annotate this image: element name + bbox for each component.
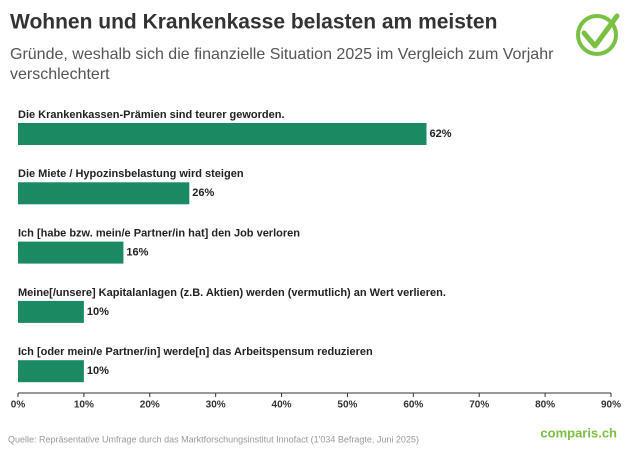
source: Quelle: Repräsentative Umfrage durch das…	[8, 434, 419, 444]
category-label: Die Krankenkassen-Prämien sind teurer ge…	[18, 109, 285, 121]
x-tick-label: 30%	[206, 400, 226, 411]
logo-icon	[576, 13, 620, 56]
bar	[18, 241, 124, 264]
x-tick-label: 20%	[140, 400, 160, 411]
x-tick-label: 70%	[469, 400, 489, 411]
x-tick-label: 0%	[11, 400, 26, 411]
bar	[18, 360, 84, 383]
x-tick-label: 60%	[403, 400, 423, 411]
chart-title: Wohnen und Krankenkasse belasten am meis…	[10, 11, 497, 34]
category-label: Ich [habe bzw. mein/e Partner/in hat] de…	[18, 228, 300, 240]
chart-subtitle: Gründe, weshalb sich die finanzielle Sit…	[10, 46, 554, 63]
category-label: Meine[/unsere] Kapitalanlagen (z.B. Akti…	[18, 287, 446, 299]
x-tick-label: 40%	[272, 400, 292, 411]
logo-text: comparis.ch	[540, 425, 617, 440]
x-tick-label: 80%	[535, 400, 555, 411]
x-tick-label: 10%	[74, 400, 94, 411]
x-tick-label: 50%	[337, 400, 357, 411]
category-label: Ich [oder mein/e Partner/in] werde[n] da…	[18, 346, 373, 358]
value-label: 26%	[192, 187, 214, 199]
category-label: Die Miete / Hypozinsbelastung wird steig…	[18, 168, 244, 180]
bar	[18, 300, 84, 323]
x-tick-label: 90%	[601, 400, 621, 411]
value-label: 10%	[87, 365, 109, 377]
bar	[18, 182, 190, 205]
bar	[18, 123, 427, 145]
value-label: 10%	[87, 306, 109, 318]
value-label: 16%	[126, 247, 148, 259]
value-label: 62%	[430, 128, 452, 140]
chart-subtitle: verschlechtert	[10, 66, 110, 83]
